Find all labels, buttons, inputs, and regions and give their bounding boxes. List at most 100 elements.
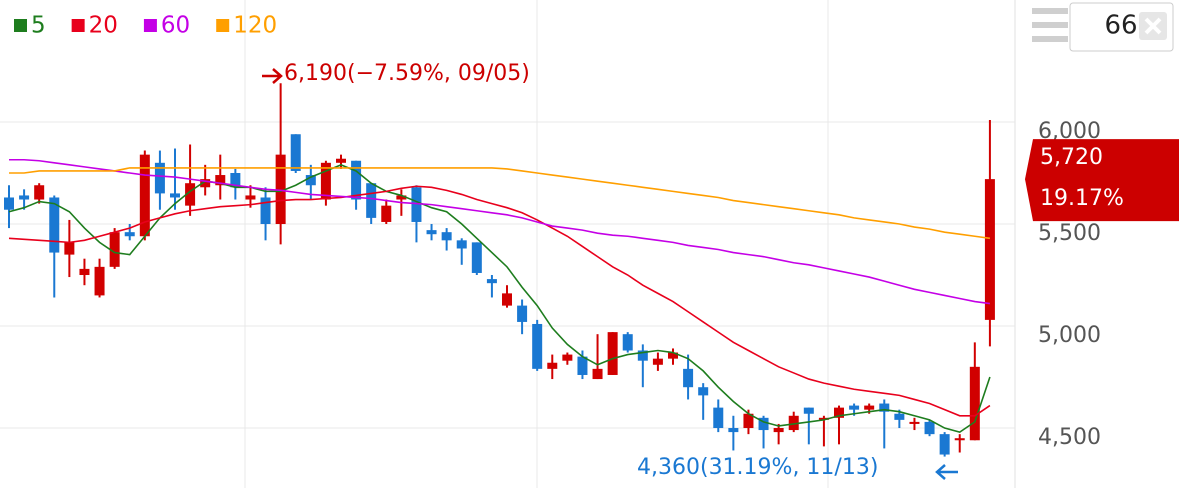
- menu-bar: [1032, 8, 1068, 14]
- candle-body: [185, 183, 196, 206]
- candle-body: [954, 438, 965, 441]
- candle-body: [260, 197, 271, 225]
- candle-body: [154, 162, 165, 194]
- candle-body: [109, 232, 120, 267]
- candle-body: [743, 413, 754, 429]
- candle-body: [803, 407, 814, 414]
- last-price-box: 5,720 19.17%: [1025, 139, 1179, 222]
- min-annotation: 4,360(31.19%, 11/13): [637, 455, 958, 480]
- candle-body: [592, 368, 603, 380]
- candle-body: [668, 352, 678, 359]
- y-tick-label: 5,500: [1038, 221, 1101, 246]
- candle-body: [864, 405, 875, 410]
- candle-body: [441, 232, 452, 241]
- y-tick-label: 4,500: [1038, 425, 1101, 450]
- candle-body: [622, 334, 633, 351]
- candle-body: [320, 162, 331, 200]
- candle-body: [909, 421, 920, 424]
- candle-body: [502, 293, 512, 306]
- candle-body: [4, 197, 14, 210]
- candle-body: [426, 230, 437, 235]
- price-box-shape: [1025, 139, 1179, 222]
- candle-body: [336, 158, 346, 163]
- candle-body: [547, 362, 558, 369]
- candle-body: [577, 356, 588, 375]
- candle-body: [637, 350, 648, 361]
- candle-body: [773, 428, 784, 433]
- candle-body: [351, 160, 362, 200]
- candle-body: [486, 279, 497, 284]
- candle-body: [562, 354, 573, 361]
- min-label: 4,360(31.19%, 11/13): [637, 455, 878, 480]
- candle-body: [275, 154, 286, 225]
- candle-body: [849, 405, 860, 410]
- count-input[interactable]: 66: [1069, 2, 1174, 52]
- candle-body: [894, 413, 905, 420]
- legend-label: 120: [233, 13, 277, 39]
- candle-body: [215, 175, 226, 186]
- max-annotation: 6,190(−7.59%, 09/05): [262, 61, 530, 86]
- candle-body: [713, 407, 724, 429]
- candle-body: [471, 242, 482, 273]
- candle-body: [124, 232, 135, 237]
- legend-label: 20: [89, 13, 118, 39]
- candle-body: [698, 387, 709, 396]
- legend-swatch: [216, 19, 230, 32]
- candle-body: [19, 195, 30, 200]
- candle-body: [49, 197, 60, 253]
- legend-label: 5: [31, 13, 46, 39]
- legend-swatch: [71, 19, 85, 32]
- arrow-icon: [935, 464, 958, 480]
- candle-body: [969, 366, 980, 441]
- candle-body: [79, 268, 90, 276]
- max-label: 6,190(−7.59%, 09/05): [284, 61, 530, 86]
- candle-body: [728, 428, 739, 433]
- candle-body: [170, 193, 180, 198]
- legend-swatch: [14, 19, 27, 32]
- candle-body: [411, 187, 422, 222]
- candle-body: [290, 134, 301, 171]
- candle-body: [788, 415, 799, 431]
- ma-line: [8, 163, 991, 433]
- candle-body: [652, 358, 663, 365]
- count-value: 66: [1104, 11, 1137, 41]
- last-price-label: 5,720: [1040, 145, 1103, 170]
- candle-body: [924, 421, 935, 435]
- clear-icon: [1144, 17, 1162, 35]
- candle-body: [834, 407, 844, 418]
- y-tick-label: 5,000: [1038, 323, 1101, 348]
- clear-button[interactable]: [1139, 12, 1167, 40]
- ma-line: [9, 167, 991, 240]
- menu-bar: [1032, 36, 1068, 42]
- candle-body: [381, 205, 392, 222]
- plot: [4, 83, 995, 457]
- candle-body: [683, 368, 694, 388]
- candle-body: [984, 179, 995, 320]
- candle-body: [34, 185, 45, 200]
- menu-bar: [1032, 22, 1068, 28]
- last-change-label: 19.17%: [1040, 186, 1124, 211]
- candle-body: [818, 417, 829, 420]
- legend-swatch: [143, 19, 157, 32]
- candle-body: [532, 323, 543, 369]
- candle-body: [94, 266, 105, 296]
- candle-body: [456, 240, 467, 249]
- candle-body: [939, 434, 950, 455]
- ma-line: [8, 185, 991, 417]
- candle-body: [245, 195, 256, 200]
- candle-body: [366, 183, 377, 218]
- candle-body: [64, 242, 75, 255]
- candle-body: [200, 179, 211, 188]
- menu-button[interactable]: [1032, 8, 1068, 42]
- candle-body: [758, 417, 769, 431]
- candle-body: [139, 154, 150, 237]
- arrow-icon: [262, 68, 283, 84]
- ma-line: [9, 158, 991, 305]
- candle-body: [607, 332, 618, 375]
- legend: 5 20 60 120: [14, 13, 277, 39]
- candle-body: [305, 175, 316, 186]
